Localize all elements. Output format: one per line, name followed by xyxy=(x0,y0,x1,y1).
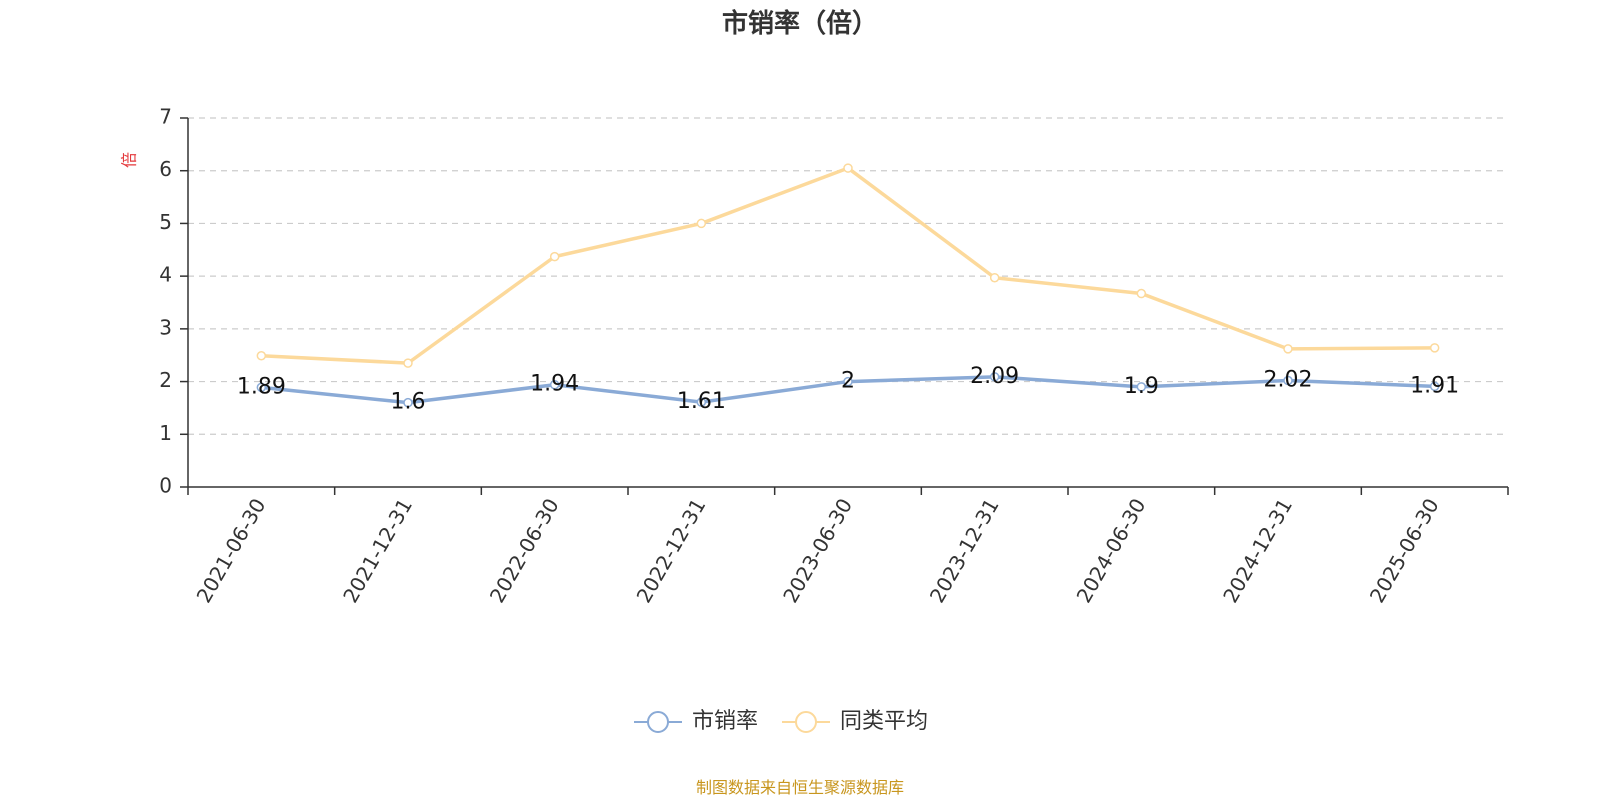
data-label: 1.91 xyxy=(1410,373,1459,398)
x-tick-label: 2023-06-30 xyxy=(778,494,857,607)
legend-item-1[interactable]: 同类平均 xyxy=(782,709,928,734)
data-label: 1.61 xyxy=(677,389,726,414)
series-1 xyxy=(256,163,1440,368)
x-tick-label: 2022-12-31 xyxy=(632,494,711,607)
data-label: 1.6 xyxy=(391,390,426,415)
data-label: 2 xyxy=(841,369,855,394)
y-tick-labels: 0 1 2 3 4 5 6 7 xyxy=(159,105,172,498)
legend-circle-icon xyxy=(647,711,669,733)
data-point xyxy=(256,350,267,361)
y-tick-label: 7 xyxy=(159,105,172,129)
data-source-note: 制图数据来自恒生聚源数据库 xyxy=(696,778,904,797)
data-label: 1.89 xyxy=(237,374,286,399)
y-tick-label: 5 xyxy=(159,210,172,234)
data-point xyxy=(1429,343,1440,353)
x-tick-labels: 2021-06-30 2021-12-31 2022-06-30 2022-12-31… xyxy=(192,494,1444,607)
data-label: 2.09 xyxy=(970,364,1019,389)
y-tick-label: 4 xyxy=(159,263,172,287)
data-point xyxy=(989,272,1000,283)
x-tick-label: 2025-06-30 xyxy=(1365,494,1444,607)
y-tick-label: 6 xyxy=(159,157,172,181)
legend-item-0[interactable]: 市销率 xyxy=(634,709,758,734)
legend-label: 市销率 xyxy=(692,709,758,734)
data-point xyxy=(549,379,560,390)
legend-circle-icon xyxy=(795,711,817,733)
data-point xyxy=(256,382,267,393)
y-tick-label: 2 xyxy=(159,368,172,392)
series-line xyxy=(261,166,1435,365)
axes xyxy=(180,117,1509,495)
data-label: 1.9 xyxy=(1124,374,1159,399)
x-tick-label: 2021-12-31 xyxy=(338,494,417,607)
data-point xyxy=(989,372,1000,382)
data-point xyxy=(403,358,413,368)
y-tick-label: 1 xyxy=(159,421,172,445)
legend-label: 同类平均 xyxy=(840,709,928,734)
x-tick-label: 2023-12-31 xyxy=(925,494,1004,607)
data-point xyxy=(696,218,707,229)
data-point xyxy=(843,163,853,173)
series-layer: 1.89 1.6 1.94 1.61 2 2.09 1.9 2.02 1.91 xyxy=(237,163,1459,415)
y-tick-label: 0 xyxy=(159,474,172,498)
data-labels-0: 1.89 1.6 1.94 1.61 2 2.09 1.9 2.02 1.91 xyxy=(237,364,1459,415)
data-label: 2.02 xyxy=(1264,368,1313,393)
y-axis-label: 倍 xyxy=(120,152,139,168)
x-tick-label: 2021-06-30 xyxy=(192,494,271,607)
data-point xyxy=(843,376,853,387)
x-tick-label: 2024-06-30 xyxy=(1072,494,1151,607)
data-point xyxy=(1283,344,1293,354)
data-label: 1.94 xyxy=(530,372,579,397)
x-tick-label: 2024-12-31 xyxy=(1218,494,1297,607)
x-tick-label: 2022-06-30 xyxy=(485,494,564,607)
series-0 xyxy=(256,372,1440,408)
chart-title: 市销率（倍） xyxy=(722,8,878,39)
data-point xyxy=(1283,375,1293,386)
data-point xyxy=(403,397,413,408)
data-point xyxy=(549,251,560,262)
data-point xyxy=(1136,382,1147,392)
legend[interactable]: 市销率 同类平均 xyxy=(634,709,928,734)
y-tick-label: 3 xyxy=(159,315,172,339)
data-point xyxy=(1429,381,1440,392)
data-point xyxy=(696,397,707,407)
data-point xyxy=(1136,288,1147,299)
